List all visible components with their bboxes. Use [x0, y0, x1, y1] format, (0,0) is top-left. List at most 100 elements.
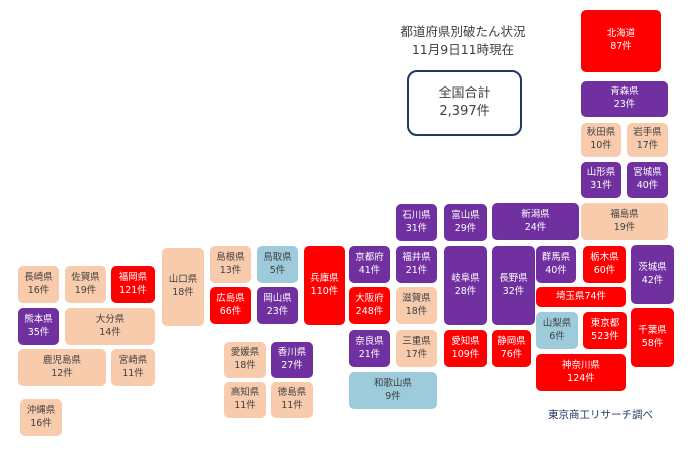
- pref-nagasaki: 長崎県 16件: [18, 266, 59, 303]
- pref-name: 千葉県: [638, 324, 667, 336]
- pref-mie: 三重県 17件: [396, 330, 437, 367]
- pref-osaka: 大阪府 248件: [349, 287, 390, 324]
- pref-name: 愛知県: [451, 335, 480, 347]
- pref-kanagawa: 神奈川県 124件: [536, 354, 626, 391]
- pref-count: 27件: [281, 360, 303, 371]
- pref-name: 高知県: [230, 387, 260, 399]
- pref-count: 19件: [74, 284, 97, 296]
- pref-count: 40件: [545, 264, 567, 276]
- pref-name: 茨城県: [638, 261, 667, 273]
- pref-miyagi: 宮城県 40件: [627, 162, 668, 198]
- pref-count: 21件: [405, 264, 428, 276]
- pref-aomori: 青森県 23件: [581, 81, 668, 117]
- pref-count: 5件: [269, 264, 286, 276]
- pref-count: 41件: [358, 264, 381, 276]
- pref-nara: 奈良県 21件: [349, 330, 390, 367]
- pref-name: 山梨県: [542, 317, 572, 329]
- pref-name: 岡山県: [263, 292, 292, 304]
- pref-wakayama: 和歌山県 9件: [349, 372, 437, 409]
- pref-kagoshima: 鹿児島県 12件: [18, 349, 106, 386]
- pref-tokushima: 徳島県 11件: [271, 382, 313, 418]
- pref-name: 三重県: [402, 335, 431, 347]
- pref-name: 奈良県: [355, 335, 384, 347]
- pref-shimane: 島根県 13件: [210, 246, 251, 283]
- pref-name: 長崎県: [24, 271, 53, 283]
- pref-name: 富山県: [451, 209, 480, 221]
- pref-kyoto: 京都府 41件: [349, 246, 390, 283]
- pref-name: 青森県: [610, 86, 639, 98]
- pref-count: 11件: [122, 367, 144, 379]
- pref-count: 23件: [613, 99, 636, 110]
- pref-count: 87件: [610, 41, 632, 52]
- pref-ibaraki: 茨城県 42件: [631, 245, 674, 304]
- pref-count: 109件: [451, 348, 480, 360]
- national-total-box: 全国合計 2,397件: [407, 70, 522, 136]
- pref-count: 10件: [590, 140, 612, 151]
- pref-name: 岩手県: [633, 127, 662, 139]
- pref-name: 徳島県: [277, 387, 307, 399]
- pref-name: 広島県: [216, 292, 245, 304]
- pref-name: 岐阜県: [451, 272, 480, 284]
- pref-kagawa: 香川県 27件: [271, 342, 313, 378]
- pref-yamagata: 山形県 31件: [581, 162, 621, 198]
- pref-count: 28件: [454, 285, 477, 297]
- pref-count: 14件: [99, 326, 121, 338]
- pref-ehime: 愛媛県 18件: [224, 342, 266, 378]
- pref-name: 神奈川県: [561, 359, 600, 371]
- pref-count: 19件: [613, 221, 636, 233]
- pref-count: 11件: [234, 400, 256, 411]
- pref-count: 6件: [549, 330, 565, 342]
- pref-hokkaido: 北海道 87件: [581, 10, 661, 72]
- pref-name: 鹿児島県: [42, 354, 81, 366]
- pref-count: 58件: [641, 337, 664, 349]
- pref-count: 31件: [590, 180, 612, 191]
- pref-akita: 秋田県 10件: [581, 123, 621, 157]
- pref-count: 42件: [641, 274, 664, 286]
- pref-count: 17件: [405, 348, 428, 360]
- pref-name: 東京都: [590, 317, 620, 329]
- pref-saga: 佐賀県 19件: [65, 266, 106, 303]
- pref-count: 60件: [593, 264, 616, 276]
- pref-count: 18件: [172, 287, 194, 298]
- pref-count: 17件: [636, 140, 659, 151]
- national-total-value: 2,397件: [439, 104, 490, 119]
- pref-count: 523件: [591, 330, 619, 342]
- pref-name: 香川県: [277, 347, 307, 359]
- pref-okayama: 岡山県 23件: [257, 287, 298, 324]
- pref-name: 沖縄県: [26, 404, 56, 416]
- pref-count: 18件: [234, 360, 256, 371]
- pref-count: 74件: [584, 290, 607, 302]
- pref-count: 29件: [454, 222, 477, 234]
- pref-name: 大阪府: [355, 292, 384, 304]
- pref-name: 埼玉県: [555, 290, 585, 302]
- pref-okinawa: 沖縄県 16件: [20, 399, 62, 436]
- pref-aichi: 愛知県 109件: [444, 330, 487, 367]
- pref-name: 群馬県: [541, 251, 571, 263]
- pref-count: 16件: [27, 284, 50, 296]
- pref-count: 21件: [358, 348, 381, 360]
- pref-count: 248件: [355, 305, 384, 317]
- pref-name: 宮崎県: [118, 354, 148, 366]
- pref-iwate: 岩手県 17件: [627, 123, 668, 157]
- pref-count: 35件: [27, 326, 50, 338]
- pref-name: 愛媛県: [230, 347, 260, 359]
- pref-tochigi: 栃木県 60件: [583, 246, 626, 283]
- pref-name: 滋賀県: [402, 292, 431, 304]
- pref-count: 121件: [119, 284, 147, 296]
- pref-count: 16件: [30, 417, 52, 429]
- pref-name: 秋田県: [586, 127, 616, 139]
- pref-name: 京都府: [355, 251, 384, 263]
- pref-count: 23件: [266, 305, 289, 317]
- pref-count: 24件: [524, 221, 547, 233]
- pref-name: 佐賀県: [71, 271, 100, 283]
- pref-count: 124件: [567, 372, 595, 384]
- pref-name: 宮城県: [633, 167, 662, 179]
- pref-name: 和歌山県: [373, 377, 412, 389]
- pref-name: 石川県: [402, 209, 431, 221]
- pref-count: 32件: [502, 285, 525, 297]
- pref-gunma: 群馬県 40件: [536, 246, 576, 283]
- pref-fukushima: 福島県 19件: [581, 203, 668, 240]
- pref-name: 新潟県: [521, 208, 550, 220]
- map-title-line2: 11月9日11時現在: [411, 42, 515, 57]
- pref-miyazaki: 宮崎県 11件: [111, 349, 155, 386]
